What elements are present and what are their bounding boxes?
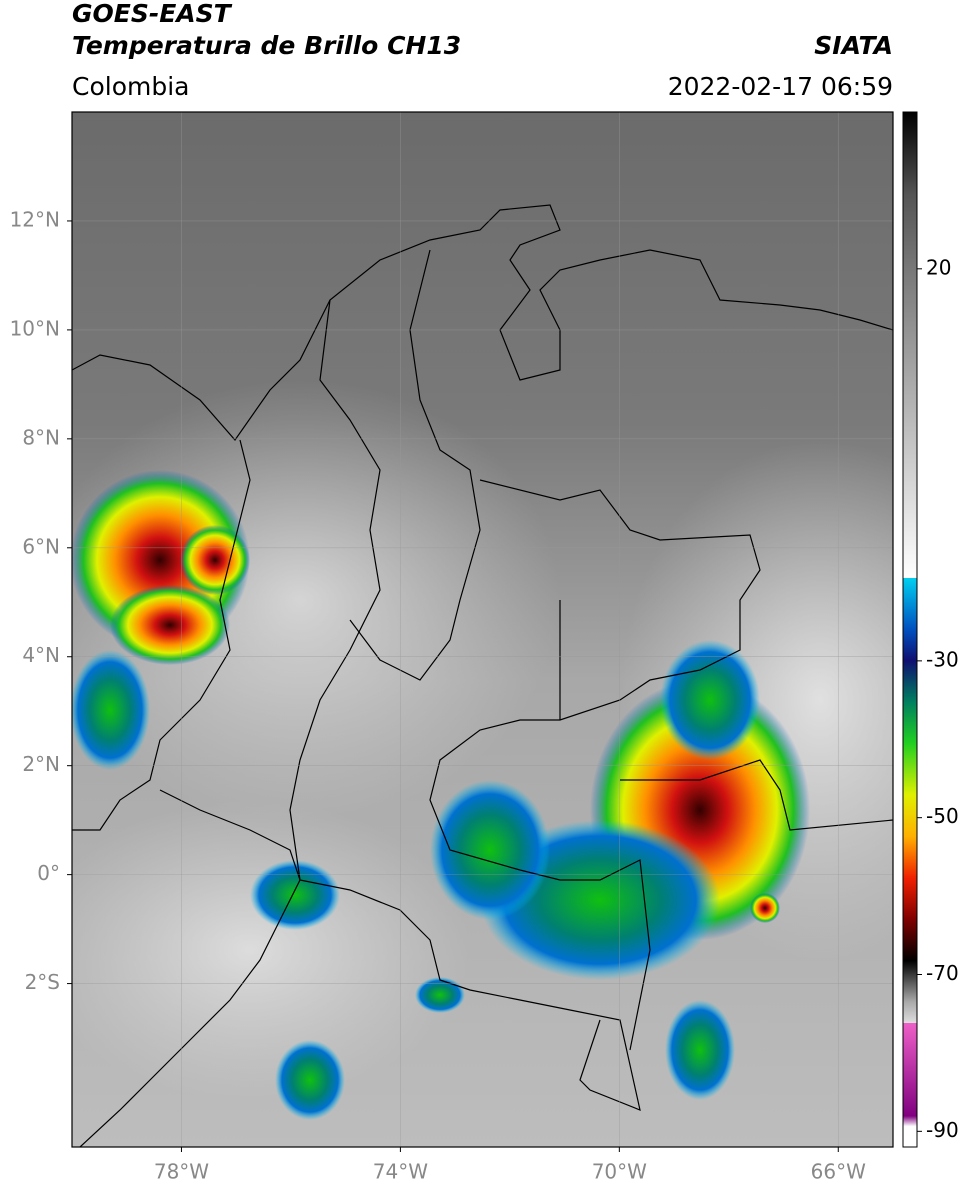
map-image (72, 112, 893, 1147)
x-tick-label: 70°W (592, 1160, 647, 1184)
y-tick-label: 2°N (22, 752, 60, 776)
colorbar-tick-label: -30 (926, 647, 959, 671)
y-tick-label: 10°N (10, 316, 60, 340)
y-tick-label: 0° (37, 861, 60, 885)
colorbar-tick-label: 20 (926, 255, 951, 279)
y-tick-label: 2°S (25, 970, 60, 994)
x-tick-label: 66°W (811, 1160, 866, 1184)
subtitle: Temperatura de Brillo CH13 (72, 31, 461, 60)
graticule (72, 112, 893, 1147)
datetime: 2022-02-17 06:59 (668, 72, 893, 101)
colorbar-tick-label: -70 (926, 961, 959, 985)
region: Colombia (72, 72, 189, 101)
y-tick-label: 12°N (10, 207, 60, 231)
title: GOES-EAST (72, 0, 233, 28)
colorbar (902, 111, 918, 1148)
colorbar-tick-label: -90 (926, 1118, 959, 1142)
x-tick-label: 78°W (154, 1160, 209, 1184)
y-tick-label: 8°N (22, 425, 60, 449)
x-tick-label: 74°W (373, 1160, 428, 1184)
map-frame (71, 111, 894, 1148)
colorbar-tick-label: -50 (926, 804, 959, 828)
y-tick-label: 6°N (22, 534, 60, 558)
y-tick-label: 4°N (22, 643, 60, 667)
source: SIATA (814, 31, 893, 60)
